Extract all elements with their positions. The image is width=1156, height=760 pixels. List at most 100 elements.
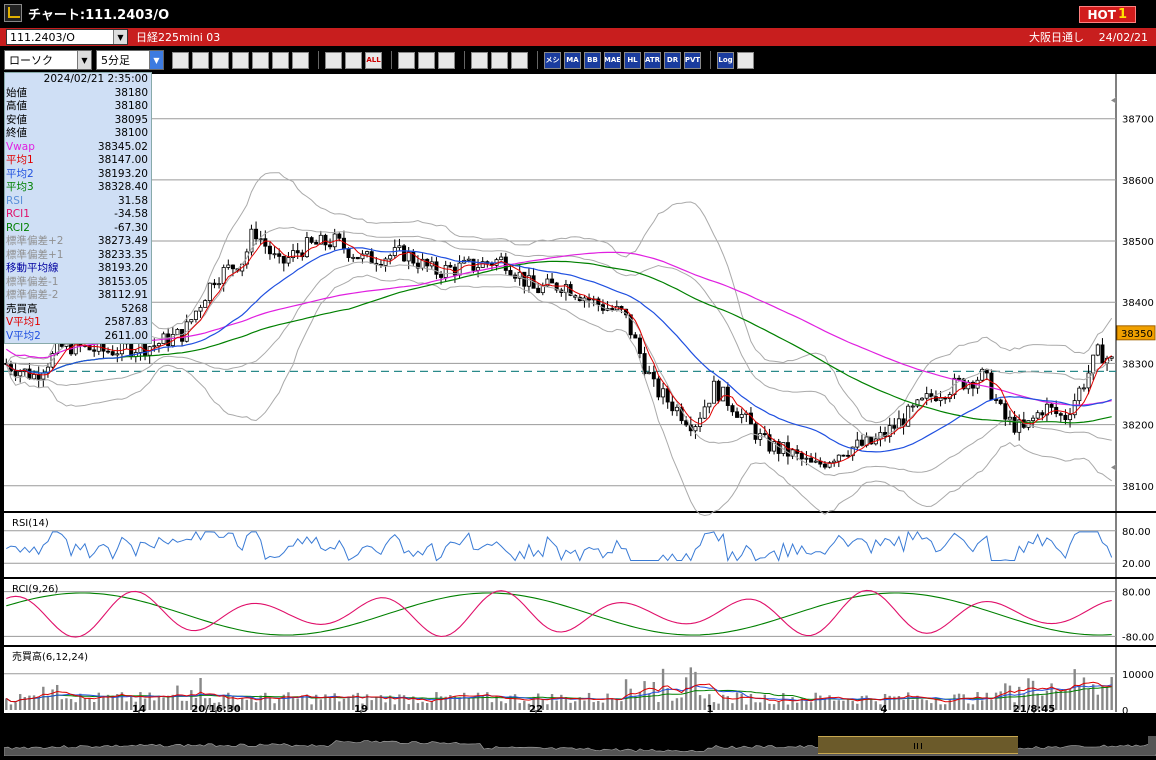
info-value: 38180 [114,100,148,112]
scroll-right-button[interactable] [1148,736,1156,754]
chart-app-icon [4,4,22,22]
volume-bar [291,696,295,710]
pvt-icon[interactable]: PVT [684,51,701,69]
candle-body [957,377,962,380]
candle-body [1063,414,1068,421]
candle-body [476,267,481,271]
pencil-icon[interactable] [398,51,415,69]
volume-bar [1050,683,1053,710]
toolbar-separator [537,51,538,69]
blank-icon[interactable] [292,51,309,69]
mae-icon[interactable]: MAE [604,51,621,69]
chart-canvas[interactable]: 38700 38600 38500 38400 38300 38200 38100 38350… [4,74,1156,714]
info-row: V平均1 2587.83 [6,316,150,330]
candle [661,382,666,405]
volume-bar [421,701,424,710]
interval-select[interactable]: 5分足 ▼ [96,50,164,70]
forward-icon[interactable] [345,51,362,69]
chevron-down-icon[interactable]: ▼ [149,51,163,69]
atr-icon[interactable]: ATR [644,51,661,69]
log-icon[interactable]: Log [717,51,734,69]
candle [318,230,323,245]
dr-icon[interactable]: DR [664,51,681,69]
arrow-icon[interactable] [418,51,435,69]
wrench-icon[interactable] [491,51,508,69]
candle-body [1003,403,1008,420]
volume-bar [726,696,730,710]
ma3-line [5,260,1112,424]
volume-bar [129,696,133,710]
candle-body [656,378,661,398]
line-style-icon[interactable] [272,51,289,69]
candle [878,426,883,447]
time-scrollbar[interactable] [4,734,1156,756]
volume-bar [171,694,175,710]
price-tick-label: 38100 [1122,482,1154,493]
bb-icon[interactable]: BB [584,51,601,69]
volume-bar [518,703,521,710]
candle-body [221,267,226,285]
chart-area[interactable]: 38700 38600 38500 38400 38300 38200 38100 38350… [4,74,1156,714]
info-row: 高値 38180 [6,100,150,114]
cursor-icon[interactable] [192,51,209,69]
candle-body [480,261,485,268]
export-icon[interactable] [737,51,754,69]
ma-icon[interactable]: MA [564,51,581,69]
all-icon[interactable]: ALL [365,51,382,69]
candle [397,238,402,252]
volume-bar [837,700,841,710]
symbol-input[interactable]: 111.2403/O ▼ [6,29,128,45]
volume-bar [1013,702,1016,710]
volume-bar [435,692,438,710]
candle-body [813,460,818,463]
time-tick-label: 4 [881,704,888,714]
volume-bar [1078,685,1081,710]
zoom-icon[interactable] [172,51,189,69]
info-row: 終値 38100 [6,127,150,141]
candle-body [351,256,356,259]
hot-button[interactable]: HOT 1 [1078,6,1136,23]
scroll-thumb[interactable] [818,736,1018,754]
volume-bar [106,694,110,710]
volume-bar [125,701,128,710]
volume-bar [536,693,540,710]
volume-bar [712,702,716,710]
volume-bar [782,692,785,710]
hl-icon[interactable]: HL [624,51,641,69]
settings-icon[interactable] [471,51,488,69]
chevron-down-icon[interactable]: ▼ [113,30,127,44]
candle-body [466,258,471,261]
chart-type-select[interactable]: ローソク ▼ [4,50,92,70]
bar-style-icon[interactable] [232,51,249,69]
candle-style-icon[interactable] [212,51,229,69]
volume-bar [324,694,327,710]
volume-bar [523,700,526,710]
mesh-icon[interactable]: メシ [544,51,561,69]
market-name: 大阪日通し [1029,31,1084,44]
volume-bar [745,704,748,710]
volume-bar [264,692,267,710]
candle-body [346,248,351,258]
chevron-down-icon[interactable]: ▼ [77,51,91,69]
candle-body [799,452,804,460]
candle [355,256,360,260]
volume-level-label: 0 [1122,706,1128,714]
candle-body [267,245,272,255]
volume-bar [449,695,452,710]
candle-body [249,228,254,253]
back-arrow-icon[interactable] [438,51,455,69]
palette-icon[interactable] [511,51,528,69]
toolbar-separator [318,51,319,69]
rewind-icon[interactable] [325,51,342,69]
volume-bar [832,700,836,710]
volume-bar [1004,683,1007,710]
info-row: 移動平均線 38193.20 [6,262,150,276]
interval-value: 5分足 [101,54,130,67]
price-tick-label: 38600 [1122,176,1154,187]
candle-body [295,250,300,254]
volume-bar [1068,688,1072,710]
volume-bar [162,697,165,710]
candle [156,342,161,353]
candle-body [702,406,707,419]
compare-icon[interactable] [252,51,269,69]
